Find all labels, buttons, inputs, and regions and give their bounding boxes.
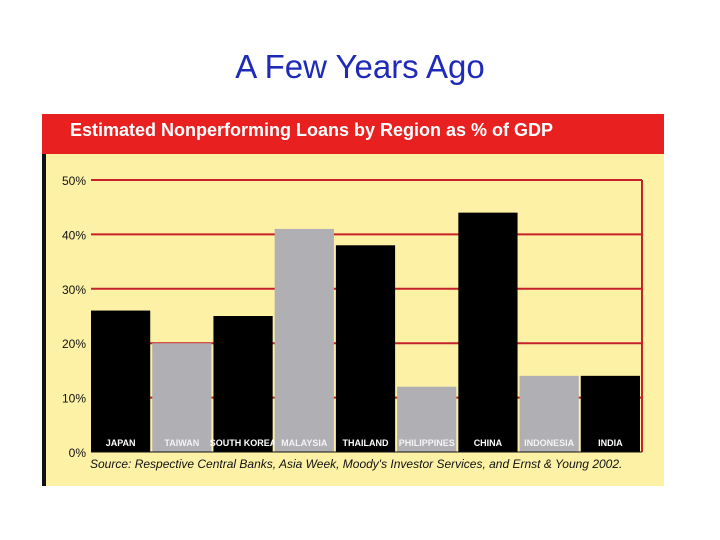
chart-header-band: Estimated Nonperforming Loans by Region … [42, 114, 664, 154]
chart-left-border [42, 154, 46, 486]
x-category-label: THAILAND [343, 438, 389, 448]
bar [91, 310, 151, 452]
bar [519, 375, 579, 452]
x-category-label: MALAYSIA [281, 438, 328, 448]
x-category-label: SOUTH KOREA [210, 438, 277, 448]
x-category-label: JAPAN [106, 438, 136, 448]
y-tick-label: 10% [62, 392, 86, 406]
bar [335, 245, 396, 452]
x-category-label: CHINA [474, 438, 503, 448]
bar [274, 228, 334, 452]
bar [580, 375, 640, 452]
bar [458, 212, 518, 452]
bar [397, 386, 457, 452]
slide-title: A Few Years Ago [235, 48, 485, 85]
bar [213, 316, 273, 452]
x-category-label: TAIWAN [164, 438, 199, 448]
chart-title: Estimated Nonperforming Loans by Region … [70, 120, 554, 140]
x-category-label: INDIA [598, 438, 623, 448]
chart-panel: Estimated Nonperforming Loans by Region … [42, 114, 664, 486]
bar [152, 343, 212, 452]
x-category-label: INDONESIA [524, 438, 575, 448]
y-tick-label: 0% [69, 446, 87, 460]
y-tick-label: 30% [62, 283, 86, 297]
y-tick-label: 50% [62, 174, 86, 188]
y-tick-label: 20% [62, 337, 86, 351]
x-category-label: PHILIPPINES [399, 438, 455, 448]
source-note: Source: Respective Central Banks, Asia W… [90, 457, 623, 471]
bar-chart: 0% 10% 20% 30% 40% 50% JAPAN TAIWAN SOUTH KOREA M… [62, 174, 643, 460]
y-tick-label: 40% [62, 228, 86, 242]
